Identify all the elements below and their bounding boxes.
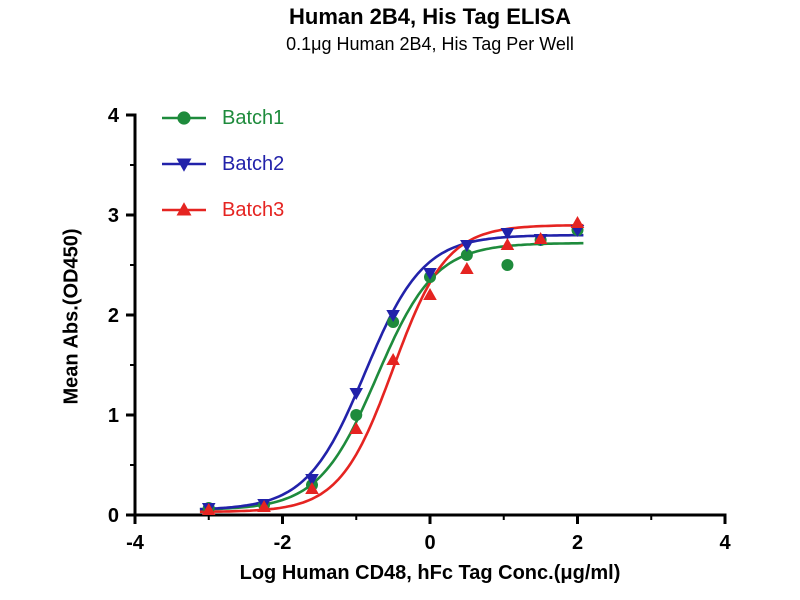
legend-label-batch2: Batch2 [222,152,285,175]
series-points-batch3 [201,216,585,515]
legend-item-batch2: Batch2 [160,149,284,179]
legend-label-batch1: Batch1 [222,106,285,129]
legend-label-batch3: Batch3 [222,198,285,221]
y-axis-label: Mean Abs.(OD450) [60,228,83,405]
chart-title: Human 2B4, His Tag ELISA [289,4,571,29]
x-tick-label: 0 [424,532,435,554]
y-tick-label: 1 [108,405,119,427]
y-tick-label: 3 [108,205,119,227]
y-tick-label: 2 [108,305,119,327]
x-tick-label: 4 [719,532,731,554]
batch1-circle-marker-icon [160,107,208,129]
legend-item-batch1: Batch1 [160,103,284,133]
batch3-triangle-up-marker-icon [160,199,208,221]
batch2-triangle-down-marker-icon [160,153,208,175]
legend: Batch1 Batch2 Batch3 [160,103,284,225]
y-tick-label: 4 [108,105,120,127]
x-tick-label: -4 [126,532,145,554]
x-tick-label: 2 [572,532,583,554]
chart-subtitle: 0.1μg Human 2B4, His Tag Per Well [286,34,574,54]
curve-batch3 [199,223,584,514]
curve-batch1 [199,241,584,511]
y-tick-label: 0 [108,505,119,527]
x-axis-label: Log Human CD48, hFc Tag Conc.(μg/ml) [239,562,621,584]
x-tick-label: -2 [274,532,292,554]
legend-item-batch3: Batch3 [160,195,284,225]
